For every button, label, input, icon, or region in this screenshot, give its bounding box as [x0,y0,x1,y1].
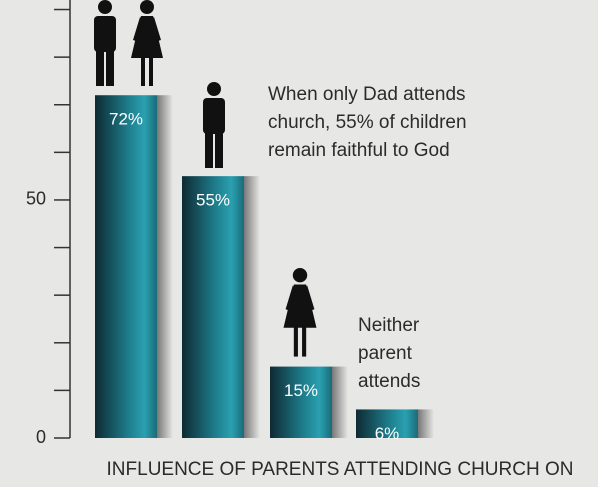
bar-shadow [332,366,348,438]
head [98,0,112,14]
value-label: 15% [284,381,318,400]
bar [95,95,157,438]
chart-title: INFLUENCE OF PARENTS ATTENDING CHURCH ON [107,459,574,480]
leg [106,48,114,86]
arms [133,17,161,41]
leg [96,48,104,86]
value-label: 72% [109,110,143,129]
leg [141,56,145,86]
arms [285,285,315,311]
bar [356,409,418,438]
bar-shadow [157,95,173,438]
annotation: attends [358,371,420,392]
man-icon [203,82,225,168]
bar [182,176,244,439]
woman-icon [283,268,317,357]
man-icon [94,0,116,86]
leg [293,325,298,357]
bar-shadow [244,176,260,439]
woman-icon [131,0,163,86]
head [292,268,308,283]
annotation: church, 55% of children [268,112,467,133]
annotation: parent [358,343,413,364]
value-label: 55% [196,191,230,210]
leg [205,130,213,168]
annotation: When only Dad attends [268,84,466,105]
annotation: Neither [358,315,420,336]
head [207,82,221,96]
annotation: remain faithful to God [268,140,450,161]
leg [215,130,223,168]
torso [203,98,225,134]
torso [94,16,116,52]
y-tick-label: 50 [26,189,46,209]
head [140,0,154,14]
y-tick-label: 0 [36,427,46,447]
bar [270,366,332,438]
value-label: 6% [375,424,400,443]
leg [149,56,153,86]
leg [302,325,307,357]
bar-shadow [418,409,434,438]
